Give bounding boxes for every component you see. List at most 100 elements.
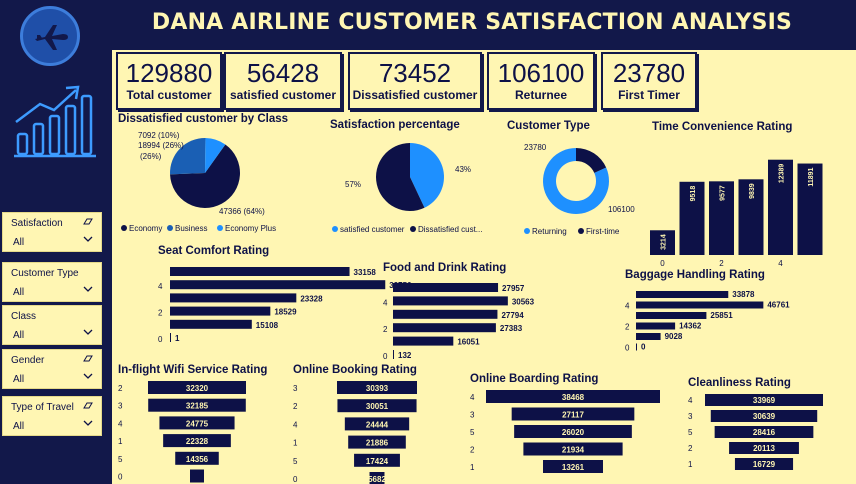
bar	[636, 322, 676, 330]
kpi-total-customer[interactable]: 129880 Total customer	[116, 52, 222, 110]
funnel-bar	[337, 399, 417, 413]
bar	[636, 301, 764, 309]
bar	[170, 319, 252, 329]
chevron-down-icon[interactable]	[83, 328, 93, 336]
slicer-value[interactable]: All	[13, 287, 25, 298]
chart-title-food-drink: Food and Drink Rating	[383, 262, 507, 274]
data-label: 23328	[300, 294, 323, 303]
bar	[393, 336, 454, 346]
chevron-down-icon[interactable]	[83, 285, 93, 293]
data-label: 24775	[186, 419, 209, 428]
pie-slice	[576, 148, 607, 173]
slicer-value[interactable]: All	[13, 237, 25, 248]
chart-title-customer-type: Customer Type	[507, 120, 590, 132]
funnel-bar	[369, 472, 385, 484]
slicer-title: Customer Type	[11, 268, 79, 279]
data-label: 16051	[457, 338, 480, 347]
funnel-bar	[348, 435, 406, 449]
chart-title-online-boarding: Online Boarding Rating	[470, 373, 599, 385]
slicer-customer-type[interactable]: Customer Type All	[2, 262, 102, 302]
data-label: 9577	[720, 185, 727, 201]
kpi-label: First Timer	[618, 88, 680, 102]
tick-label: 2	[158, 309, 163, 318]
chevron-down-icon[interactable]	[83, 419, 93, 427]
funnel-bar	[714, 426, 814, 438]
chevron-down-icon[interactable]	[83, 235, 93, 243]
slicer-value[interactable]: All	[13, 330, 25, 341]
data-label: 106100	[608, 205, 635, 214]
slicer-satisfaction[interactable]: Satisfaction All	[2, 212, 102, 252]
chart-title-time-convenience: Time Convenience Rating	[652, 121, 793, 133]
data-label: 33878	[732, 290, 755, 299]
bar	[709, 181, 734, 255]
bar	[393, 296, 508, 306]
data-label: 9028	[665, 332, 683, 341]
legend-label: Business	[175, 224, 207, 233]
data-label: 7092 (10%)	[138, 131, 180, 140]
data-label: 32320	[186, 384, 209, 393]
data-label: 20113	[753, 444, 775, 453]
data-label: 28416	[753, 428, 776, 437]
tick-label: 0	[383, 352, 388, 361]
chevron-down-icon[interactable]	[83, 372, 93, 380]
data-label: 18994 (26%)	[138, 141, 184, 150]
funnel-bar	[710, 410, 818, 422]
data-label: 30393	[366, 384, 389, 393]
category-label: 3	[688, 412, 693, 421]
slicer-value[interactable]: All	[13, 374, 25, 385]
kpi-label: Total customer	[126, 88, 212, 102]
funnel-bar	[511, 407, 635, 421]
funnel-bar	[354, 453, 400, 467]
category-label: 0	[293, 475, 298, 484]
data-label: 0	[641, 343, 646, 352]
pie-slice	[410, 143, 444, 208]
bar	[393, 283, 499, 292]
slicer-type-of-travel[interactable]: Type of Travel All	[2, 396, 102, 436]
eraser-icon[interactable]	[83, 401, 93, 409]
data-label: 43%	[455, 165, 471, 174]
eraser-icon[interactable]	[83, 354, 93, 362]
category-label: 3	[118, 402, 123, 411]
slicer-title: Gender	[11, 355, 45, 366]
funnel-bar	[337, 381, 417, 394]
legend-label: Economy	[129, 224, 162, 233]
legend-marker	[217, 225, 223, 231]
slicer-title: Class	[11, 311, 37, 322]
slicer-title: Type of Travel	[11, 402, 74, 413]
tick-label: 4	[158, 282, 163, 291]
kpi-dissatisfied-customer[interactable]: 73452 Dissatisfied customer	[348, 52, 482, 110]
data-label: 21934	[562, 446, 585, 455]
eraser-icon[interactable]	[83, 217, 93, 225]
data-label: 22328	[186, 437, 209, 446]
category-label: 5	[118, 455, 123, 464]
kpi-value: 129880	[125, 58, 213, 88]
data-label: 14356	[186, 455, 209, 464]
bar	[636, 333, 661, 340]
pie-slice	[375, 143, 425, 212]
category-label: 5	[293, 457, 298, 466]
bar	[170, 280, 386, 290]
kpi-satisfied-customer[interactable]: 56428 satisfied customer	[224, 52, 342, 110]
chart-title-cleanliness: Cleanliness Rating	[688, 377, 791, 389]
legend-marker	[578, 228, 584, 234]
data-label: 9839	[749, 183, 756, 199]
legend-label: First-time	[586, 227, 620, 236]
funnel-bar	[190, 469, 204, 483]
data-label: 15108	[256, 321, 279, 330]
funnel-bar	[734, 458, 794, 470]
slicer-gender[interactable]: Gender All	[2, 349, 102, 389]
kpi-returnee[interactable]: 106100 Returnee	[487, 52, 595, 110]
category-label: 3	[293, 384, 298, 393]
funnel-bar	[148, 398, 246, 412]
data-label: 1	[175, 334, 180, 343]
bar	[636, 291, 729, 298]
category-label: 4	[688, 396, 693, 405]
kpi-value: 56428	[246, 58, 320, 88]
data-label: 24444	[366, 420, 389, 429]
kpi-label: Dissatisfied customer	[352, 88, 478, 102]
slicer-value[interactable]: All	[13, 421, 25, 432]
bar	[738, 179, 764, 255]
tick-label: 2	[719, 259, 724, 268]
slicer-class[interactable]: Class All	[2, 305, 102, 345]
kpi-first-timer[interactable]: 23780 First Timer	[601, 52, 697, 110]
